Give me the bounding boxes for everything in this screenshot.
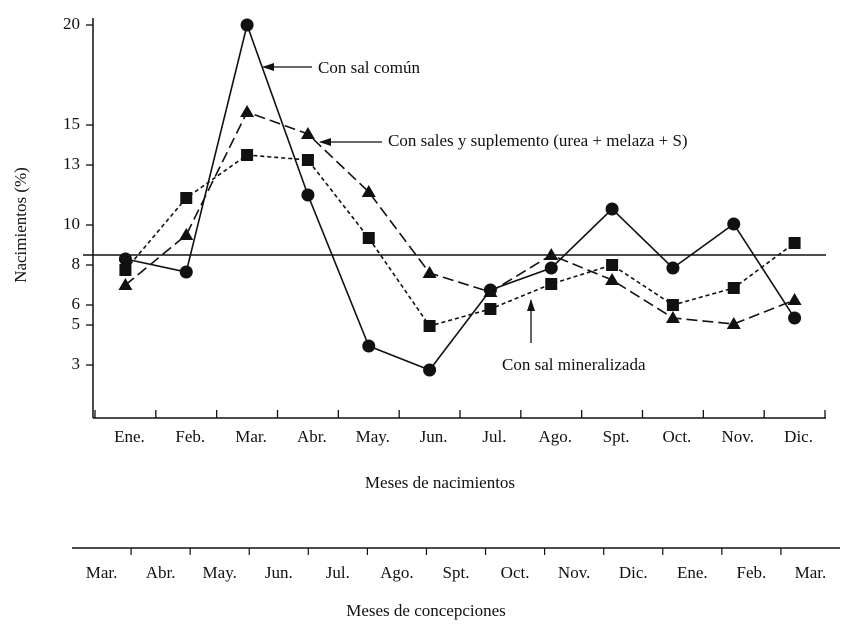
annotation: Con sal mineralizada (502, 355, 646, 374)
secondary-tick-label: Oct. (501, 563, 530, 582)
marker (665, 311, 680, 323)
y-tick-label: 13 (63, 154, 80, 173)
secondary-tick-label: Mar. (86, 563, 118, 582)
marker (423, 363, 437, 377)
marker (362, 339, 376, 353)
x-tick-label: Abr. (297, 427, 327, 446)
marker (484, 303, 497, 315)
marker (361, 185, 376, 197)
marker (118, 252, 132, 266)
marker (666, 299, 679, 311)
marker (300, 127, 315, 139)
marker (545, 278, 558, 290)
y-tick-label: 6 (72, 294, 81, 313)
marker (606, 259, 619, 271)
marker (422, 266, 437, 278)
marker (666, 261, 680, 275)
marker (544, 248, 559, 260)
y-tick-label: 3 (72, 354, 81, 373)
secondary-tick-label: Spt. (443, 563, 470, 582)
x-tick-label: Jun. (420, 427, 448, 446)
marker (240, 18, 254, 32)
x-tick-label: Nov. (722, 427, 754, 446)
marker (788, 237, 801, 249)
y-tick-label: 20 (63, 14, 80, 33)
series-line (125, 22, 796, 371)
secondary-tick-label: Mar. (795, 563, 827, 582)
series-line (124, 154, 796, 327)
marker (179, 228, 194, 240)
secondary-tick-label: May. (203, 563, 237, 582)
x-tick-label: Jul. (482, 427, 506, 446)
marker (301, 188, 315, 202)
x-tick-label: Feb. (175, 427, 205, 446)
y-tick-label: 15 (63, 114, 80, 133)
secondary-tick-label: Ene. (677, 563, 708, 582)
x-tick-label: Mar. (235, 427, 267, 446)
marker (727, 217, 741, 231)
y-tick-label: 8 (72, 254, 81, 273)
marker (483, 285, 498, 297)
marker (605, 273, 620, 285)
annotation: Con sales y suplemento (urea + melaza + … (388, 131, 688, 150)
marker (119, 264, 132, 276)
x-tick-label: Ago. (538, 427, 572, 446)
marker (788, 311, 802, 325)
secondary-tick-label: Jun. (265, 563, 293, 582)
marker (240, 105, 255, 117)
marker (362, 232, 375, 244)
annotation: Con sal común (318, 58, 420, 77)
secondary-axis-title: Meses de concepciones (346, 601, 506, 620)
marker (180, 192, 193, 204)
x-tick-label: May. (356, 427, 390, 446)
marker (727, 282, 740, 294)
x-axis-title: Meses de nacimientos (365, 473, 515, 492)
marker (118, 278, 133, 290)
secondary-tick-label: Feb. (737, 563, 767, 582)
x-tick-label: Dic. (784, 427, 813, 446)
x-tick-label: Ene. (114, 427, 145, 446)
x-tick-label: Oct. (663, 427, 692, 446)
marker (605, 202, 619, 216)
marker (787, 293, 802, 305)
series-line (124, 111, 795, 325)
marker (241, 149, 254, 161)
y-tick-label: 5 (72, 314, 81, 333)
marker (726, 317, 741, 329)
marker (179, 265, 193, 279)
x-tick-label: Spt. (603, 427, 630, 446)
secondary-tick-label: Abr. (146, 563, 176, 582)
y-tick-label: 10 (63, 214, 80, 233)
secondary-tick-label: Nov. (558, 563, 590, 582)
secondary-tick-label: Dic. (619, 563, 648, 582)
marker (301, 154, 314, 166)
secondary-tick-label: Jul. (326, 563, 350, 582)
marker (423, 320, 436, 332)
marker (544, 261, 558, 275)
secondary-tick-label: Ago. (380, 563, 414, 582)
y-axis-title: Nacimientos (%) (11, 167, 30, 283)
